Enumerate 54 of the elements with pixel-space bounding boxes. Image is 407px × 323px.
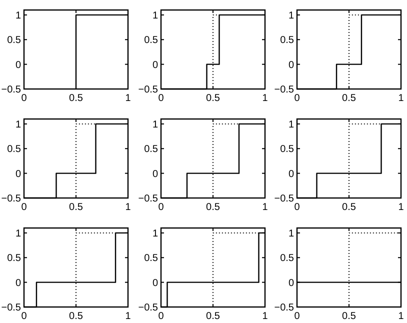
x-tick-label: 0.5 [206,93,220,104]
x-tick-label: 0.5 [342,202,356,213]
x-tick-label: 0.5 [342,311,356,322]
x-tick-label: 1 [262,93,268,104]
y-tick-label: 0.5 [280,253,294,264]
x-tick-label: 1 [262,202,268,213]
y-tick-label: 0.5 [7,144,22,156]
y-tick-label: 1 [15,119,22,130]
y-tick-label: 1 [152,10,158,22]
x-tick-label: 1 [398,311,404,322]
y-tick-label: −0.5 [274,84,294,96]
y-tick-label: −0.5 [1,84,22,96]
y-tick-label: 1 [15,228,22,240]
y-tick-label: −0.5 [138,194,158,204]
x-tick-label: 1 [398,93,404,104]
x-tick-label: 0.5 [206,311,220,322]
y-tick-label: 0 [288,60,294,71]
y-tick-label: 0.5 [280,144,294,156]
x-tick-label: 0.5 [69,311,84,322]
y-tick-label: 1 [288,119,294,130]
x-tick-label: 1 [125,311,132,322]
y-tick-label: 0.5 [7,35,22,46]
y-tick-label: −0.5 [1,302,22,314]
y-tick-label: 0.5 [144,253,158,264]
x-tick-label: 0.5 [69,202,84,213]
y-tick-label: −0.5 [1,194,22,204]
y-tick-label: 0.5 [144,144,158,156]
y-tick-label: 1 [152,119,158,130]
x-tick-label: 1 [398,202,404,213]
y-tick-label: 1 [288,228,294,240]
x-tick-label: 1 [262,311,268,322]
y-tick-label: −0.5 [138,84,158,96]
y-tick-label: 0 [15,168,22,180]
x-tick-label: 0.5 [206,202,220,213]
y-tick-label: −0.5 [274,194,294,204]
y-tick-label: 0 [288,168,294,180]
y-tick-label: −0.5 [274,302,294,314]
x-tick-label: 1 [125,202,132,213]
y-tick-label: 1 [152,228,158,240]
y-tick-label: 0.5 [7,253,22,264]
y-tick-label: 0.5 [280,35,294,46]
y-tick-label: 0 [288,278,294,289]
y-tick-label: 0 [15,278,22,289]
y-tick-label: −0.5 [138,302,158,314]
y-tick-label: 0 [152,60,158,71]
x-tick-label: 0.5 [342,93,356,104]
y-tick-label: 0 [152,278,158,289]
x-tick-label: 1 [125,93,132,104]
y-tick-label: 0 [15,60,22,71]
y-tick-label: 1 [288,10,294,22]
y-tick-label: 1 [15,10,22,22]
y-tick-label: 0 [152,168,158,180]
y-tick-label: 0.5 [144,35,158,46]
x-tick-label: 0.5 [69,93,84,104]
